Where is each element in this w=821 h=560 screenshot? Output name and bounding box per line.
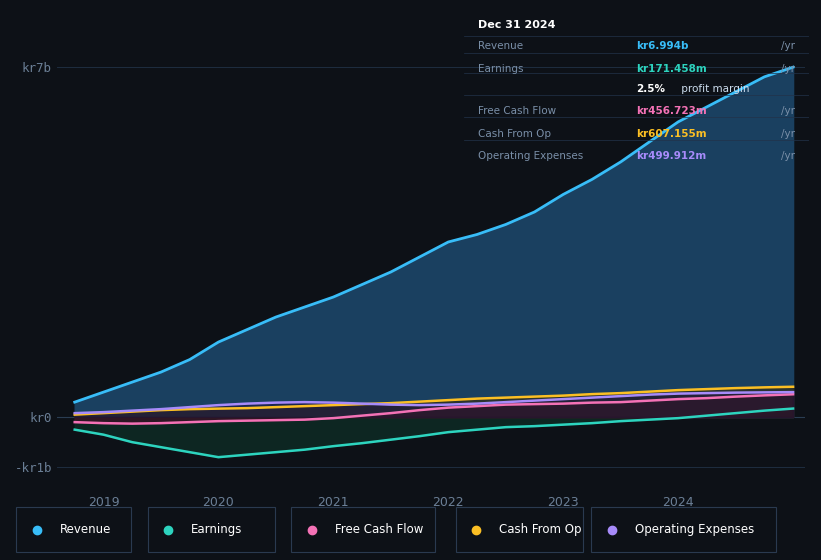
Text: kr499.912m: kr499.912m — [636, 151, 707, 161]
Text: Free Cash Flow: Free Cash Flow — [335, 523, 424, 536]
Text: profit margin: profit margin — [677, 84, 749, 94]
Text: 2.5%: 2.5% — [636, 84, 665, 94]
Text: /yr: /yr — [781, 106, 795, 116]
Text: kr607.155m: kr607.155m — [636, 129, 707, 139]
Text: kr171.458m: kr171.458m — [636, 64, 707, 74]
Text: Earnings: Earnings — [191, 523, 243, 536]
Text: Operating Expenses: Operating Expenses — [478, 151, 583, 161]
Text: Dec 31 2024: Dec 31 2024 — [478, 20, 555, 30]
Text: kr6.994b: kr6.994b — [636, 41, 689, 51]
Text: Revenue: Revenue — [60, 523, 112, 536]
Text: Revenue: Revenue — [478, 41, 523, 51]
Text: Cash From Op: Cash From Op — [499, 523, 581, 536]
Text: /yr: /yr — [781, 41, 795, 51]
Text: Earnings: Earnings — [478, 64, 523, 74]
Text: Free Cash Flow: Free Cash Flow — [478, 106, 556, 116]
Text: Cash From Op: Cash From Op — [478, 129, 551, 139]
Text: kr456.723m: kr456.723m — [636, 106, 707, 116]
Text: /yr: /yr — [781, 129, 795, 139]
Text: /yr: /yr — [781, 64, 795, 74]
Text: /yr: /yr — [781, 151, 795, 161]
Text: Operating Expenses: Operating Expenses — [635, 523, 754, 536]
